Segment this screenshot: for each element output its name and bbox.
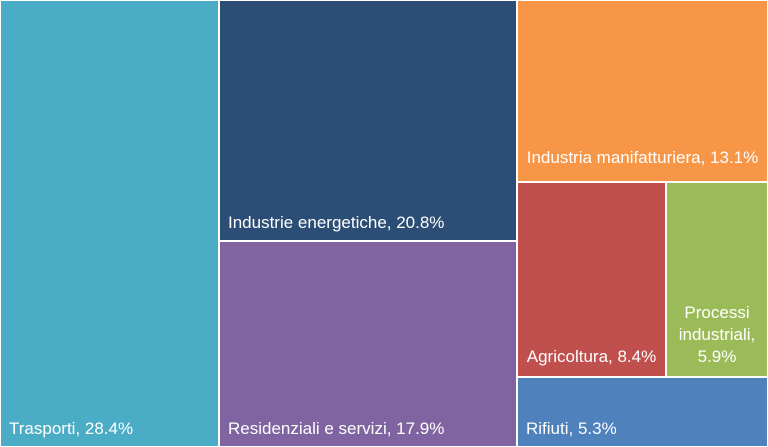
tile-agricoltura: Agricoltura, 8.4% (517, 182, 666, 377)
tile-label-residenziali-e-servizi: Residenziali e servizi, 17.9% (228, 419, 445, 438)
tile-label-agricoltura: Agricoltura, 8.4% (526, 347, 657, 366)
tile-label-industria-manifatturiera: Industria manifatturiera, 13.1% (526, 148, 759, 167)
tile-industria-manifatturiera: Industria manifatturiera, 13.1% (517, 0, 768, 182)
tile-label-processi-industriali: Processi industriali, 5.9% (678, 303, 756, 366)
tile-label-trasporti: Trasporti, 28.4% (9, 419, 134, 438)
tile-processi-industriali: Processi industriali, 5.9% (666, 182, 768, 377)
tile-label-industrie-energetiche: Industrie energetiche, 20.8% (228, 213, 445, 232)
tile-trasporti: Trasporti, 28.4% (0, 0, 219, 447)
tile-residenziali-e-servizi: Residenziali e servizi, 17.9% (219, 241, 517, 447)
tile-industrie-energetiche: Industrie energetiche, 20.8% (219, 0, 517, 241)
tile-label-rifiuti: Rifiuti, 5.3% (526, 419, 617, 438)
tile-rifiuti: Rifiuti, 5.3% (517, 377, 768, 447)
